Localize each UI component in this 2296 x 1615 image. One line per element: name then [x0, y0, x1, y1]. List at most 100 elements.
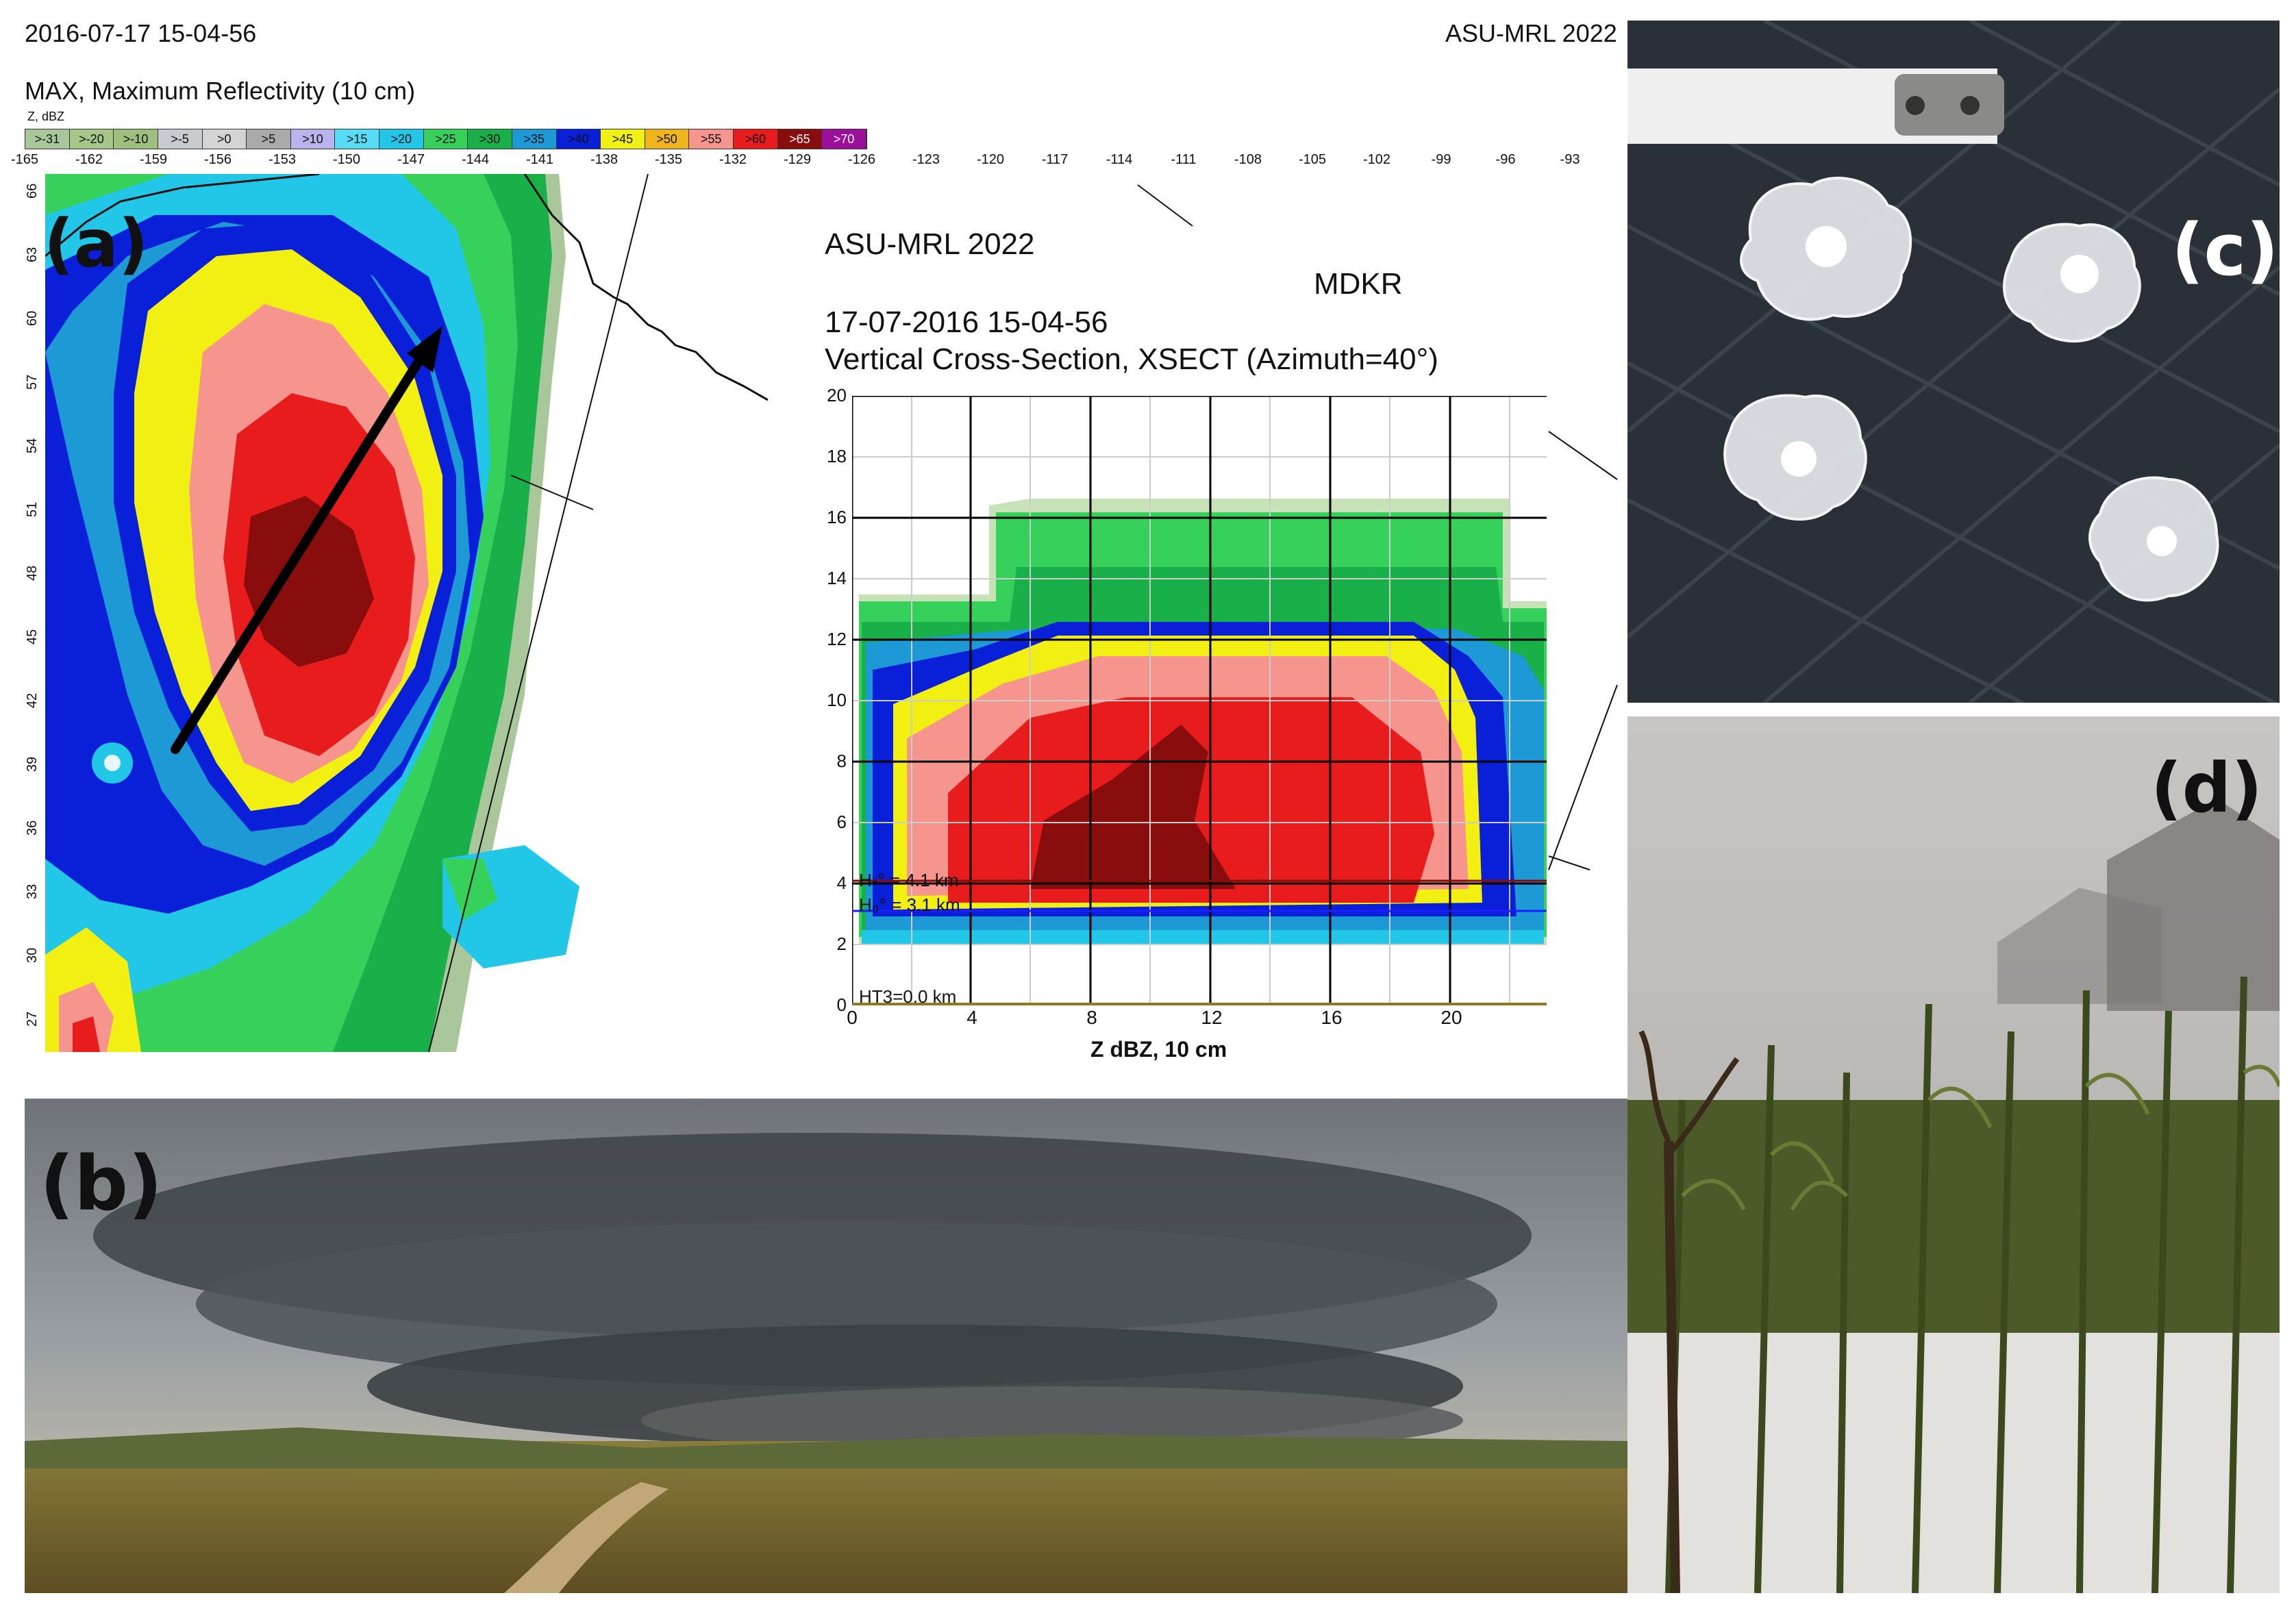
legend-swatch: >-20 [69, 129, 114, 149]
longitude-tick: -111 [1171, 152, 1197, 167]
product-title: MAX, Maximum Reflectivity (10 cm) [25, 77, 416, 105]
xsect-x-tick: 4 [966, 1007, 977, 1028]
latitude-tick: 60 [25, 310, 40, 326]
xsect-x-tick: 0 [847, 1007, 858, 1028]
latitude-tick: 42 [25, 692, 40, 708]
header-timestamp: 2016-07-17 15-04-56 [25, 19, 257, 47]
longitude-tick: -102 [1362, 152, 1391, 167]
xsect-x-title: Z dBZ, 10 cm [1090, 1037, 1227, 1062]
longitude-axis: -165 -162 -159 -156 -153 -150 -147 -144 -141 -138… [11, 152, 1600, 173]
legend-swatch: >35 [512, 129, 557, 149]
latitude-tick: 54 [25, 438, 40, 453]
freezing-level-annotation: H-° = 4.1 km [859, 870, 959, 890]
legend-swatch: >-10 [114, 129, 158, 149]
xsect-y-tick: 0 [836, 994, 847, 1015]
legend-swatch: >45 [601, 129, 645, 149]
longitude-tick: -129 [783, 152, 812, 167]
hail-field-graphic [1627, 716, 2280, 1593]
legend-swatch: >70 [822, 129, 866, 149]
longitude-tick: -120 [976, 152, 1005, 167]
panel-label-c: (c) [2171, 208, 2279, 292]
xsect-station: MDKR [1314, 267, 1403, 301]
legend-swatch: >30 [468, 129, 512, 149]
xsect-y-tick: 18 [827, 446, 847, 466]
longitude-tick: -138 [590, 152, 619, 167]
longitude-tick: -105 [1298, 152, 1327, 167]
xsect-y-tick: 2 [836, 934, 847, 954]
latitude-tick: 48 [25, 565, 40, 581]
xsect-y-tick: 4 [836, 873, 847, 893]
latitude-tick: 51 [25, 501, 40, 517]
latitude-tick: 36 [25, 820, 40, 836]
longitude-tick: -132 [719, 152, 747, 167]
xsect-x-tick: 16 [1321, 1007, 1343, 1028]
longitude-tick: -141 [525, 152, 554, 167]
legend-swatch: >-31 [25, 129, 70, 149]
supercell-photo [25, 1099, 1627, 1593]
zero-level-annotation: H₀° = 3.1 km [859, 894, 960, 915]
xsect-y-tick: 14 [827, 568, 847, 588]
ht3-annotation: HT3=0.0 km [859, 986, 957, 1007]
xsect-y-tick: 8 [836, 751, 847, 771]
xsect-x-tick: 8 [1086, 1007, 1097, 1028]
hailstones-graphic [1627, 21, 2280, 703]
legend-swatch: >0 [202, 129, 247, 149]
legend-swatch: >-5 [158, 129, 203, 149]
xsect-y-tick: 16 [827, 507, 847, 527]
legend-swatch: >10 [290, 129, 336, 149]
cross-section-graphic [851, 395, 1547, 1005]
xsect-x-tick: 20 [1440, 1007, 1462, 1028]
latitude-tick: 39 [25, 756, 40, 772]
xsect-title: Vertical Cross-Section, XSECT (Azimuth=4… [825, 342, 1438, 376]
connector-lines [1137, 184, 1618, 871]
xsect-brand: ASU-MRL 2022 [825, 227, 1035, 261]
reflectivity-legend: >-31 >-20 >-10 >-5 >0 >5 >10 >15 >20 >25 >30 >35 >40… [25, 129, 867, 149]
latitude-tick: 57 [25, 374, 40, 390]
xsect-datetime: 17-07-2016 15-04-56 [825, 305, 1108, 339]
longitude-tick: -135 [654, 152, 683, 167]
longitude-tick: -153 [268, 152, 297, 167]
legend-swatch: >65 [777, 129, 823, 149]
legend-swatch: >60 [734, 129, 778, 149]
latitude-axis: 66 63 60 57 54 51 48 45 42 39 36 33 30 27 [18, 174, 45, 1052]
latitude-tick: 27 [25, 1011, 40, 1027]
longitude-tick: -147 [397, 152, 425, 167]
longitude-tick: -156 [203, 152, 232, 167]
latitude-tick: 66 [25, 183, 40, 199]
panel-label-a: (a) [44, 205, 149, 282]
longitude-tick: -93 [1560, 152, 1580, 167]
legend-swatch: >40 [556, 129, 601, 149]
longitude-tick: -144 [461, 152, 490, 167]
longitude-tick: -108 [1234, 152, 1262, 167]
latitude-tick: 63 [25, 247, 40, 262]
legend-swatch: >15 [335, 129, 379, 149]
panel-label-b: (b) [40, 1140, 163, 1227]
panel-label-d: (d) [2151, 748, 2262, 828]
header-brand: ASU-MRL 2022 [1445, 19, 1617, 47]
longitude-tick: -99 [1431, 152, 1451, 167]
latitude-tick: 33 [25, 884, 40, 899]
legend-swatch: >20 [379, 129, 424, 149]
z-unit-label: Z, dBZ [27, 110, 65, 123]
legend-swatch: >25 [423, 129, 469, 149]
longitude-tick: -159 [139, 152, 168, 167]
xsect-x-tick: 12 [1201, 1007, 1223, 1028]
latitude-tick: 45 [25, 629, 40, 644]
radar-map-graphic [45, 174, 768, 1052]
legend-swatch: >5 [247, 129, 291, 149]
longitude-tick: -165 [10, 152, 39, 167]
hailstones-photo [1627, 21, 2280, 703]
longitude-tick: -117 [1041, 152, 1069, 167]
legend-swatch: >50 [645, 129, 690, 149]
supercell-graphic [25, 1099, 1627, 1593]
longitude-tick: -114 [1106, 152, 1133, 167]
longitude-tick: -123 [912, 152, 940, 167]
latitude-tick: 30 [25, 947, 40, 963]
radar-reflectivity-map [45, 174, 768, 1052]
longitude-tick: -162 [75, 152, 103, 167]
xsect-y-tick: 12 [827, 629, 847, 649]
longitude-tick: -126 [847, 152, 876, 167]
legend-swatch: >55 [689, 129, 734, 149]
xsect-y-tick: 20 [827, 385, 847, 405]
xsect-y-tick: 6 [836, 812, 847, 832]
